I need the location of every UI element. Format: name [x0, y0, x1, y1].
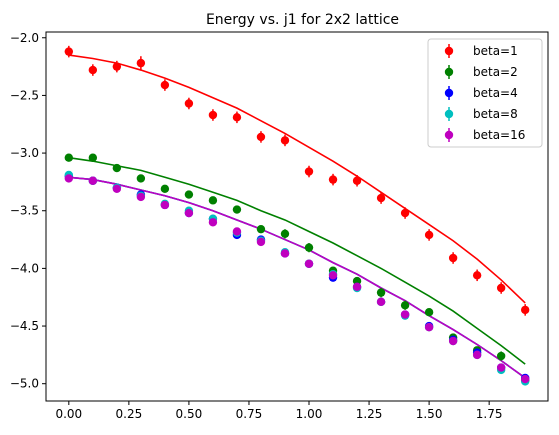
- point-beta-1: [400, 208, 410, 218]
- y-tick-label: −2.5: [10, 88, 39, 102]
- legend-marker: [444, 130, 454, 140]
- point-beta-16: [280, 249, 290, 258]
- data-points: [64, 45, 530, 386]
- point-beta-16: [424, 323, 434, 332]
- fit-line-beta-8: [68, 176, 526, 379]
- y-tick-label: −4.5: [10, 319, 39, 333]
- point-beta-2: [208, 196, 218, 205]
- point-beta-2: [184, 190, 194, 199]
- point-beta-2: [88, 153, 98, 162]
- point-beta-2: [304, 243, 314, 252]
- point-beta-1: [352, 176, 362, 185]
- legend-marker: [444, 67, 454, 77]
- point-beta-1: [232, 113, 242, 122]
- chart-title: Energy vs. j1 for 2x2 lattice: [206, 12, 399, 28]
- point-beta-1: [424, 230, 434, 240]
- point-beta-2: [424, 308, 434, 317]
- fit-line-beta-16: [68, 176, 526, 379]
- legend-label: beta=16: [473, 128, 525, 142]
- legend-label: beta=8: [473, 107, 518, 121]
- x-tick-label: 1.50: [416, 407, 443, 421]
- point-beta-16: [328, 271, 338, 280]
- point-beta-1: [136, 58, 146, 68]
- point-beta-1: [472, 271, 482, 280]
- fit-lines: [68, 54, 526, 379]
- point-beta-2: [256, 224, 266, 234]
- fit-line-beta-1: [68, 54, 526, 304]
- y-tick-label: −2.0: [10, 31, 39, 45]
- point-beta-16: [88, 176, 98, 185]
- point-beta-16: [304, 259, 314, 268]
- fit-line-beta-4: [68, 176, 526, 379]
- y-tick-label: −4.0: [10, 261, 39, 275]
- point-beta-16: [448, 336, 458, 346]
- y-tick-label: −3.0: [10, 146, 39, 160]
- legend-label: beta=2: [473, 65, 518, 79]
- point-beta-2: [160, 184, 170, 194]
- point-beta-2: [64, 153, 74, 162]
- point-beta-1: [64, 47, 74, 56]
- axes: 0.00 0.25 0.50 0.75 1.00 1.25 1.50 1.75 −2.0 −2.5…: [10, 31, 549, 421]
- point-beta-1: [448, 253, 458, 263]
- point-beta-2: [496, 351, 506, 361]
- point-beta-1: [256, 132, 266, 142]
- point-beta-16: [160, 200, 170, 210]
- y-tick-label: −5.0: [10, 377, 39, 391]
- point-beta-2: [280, 229, 290, 238]
- point-beta-16: [232, 227, 242, 236]
- point-beta-16: [256, 237, 266, 247]
- legend: beta=1 beta=2 beta=4 beta=8 beta=16: [427, 38, 543, 148]
- point-beta-2: [136, 174, 146, 183]
- point-beta-2: [232, 205, 242, 214]
- point-beta-1: [304, 167, 314, 176]
- point-beta-1: [208, 110, 218, 120]
- x-tick-label: 0.50: [176, 407, 203, 421]
- point-beta-1: [520, 305, 530, 315]
- point-beta-2: [352, 276, 362, 286]
- legend-box: [427, 38, 543, 148]
- x-tick-label: 1.25: [356, 407, 383, 421]
- legend-label: beta=1: [473, 44, 518, 58]
- point-beta-16: [496, 363, 506, 372]
- legend-marker: [444, 46, 454, 56]
- point-beta-2: [112, 163, 122, 173]
- point-beta-1: [280, 136, 290, 145]
- point-beta-1: [328, 175, 338, 184]
- point-beta-1: [112, 62, 122, 71]
- legend-marker: [444, 88, 454, 98]
- point-beta-16: [472, 350, 482, 360]
- point-beta-16: [184, 208, 194, 218]
- x-tick-label: 0.25: [116, 407, 143, 421]
- plot-frame: [45, 31, 549, 402]
- point-beta-1: [184, 99, 194, 108]
- point-beta-16: [520, 374, 530, 384]
- plot-area: [64, 45, 530, 386]
- x-tick-label: 1.00: [296, 407, 323, 421]
- point-beta-1: [376, 193, 386, 203]
- point-beta-1: [160, 80, 170, 90]
- point-beta-16: [136, 192, 146, 202]
- x-tick-label: 1.75: [476, 407, 503, 421]
- point-beta-16: [208, 218, 218, 227]
- point-beta-16: [376, 297, 386, 307]
- point-beta-1: [88, 65, 98, 75]
- fit-line-beta-2: [68, 156, 526, 365]
- x-tick-label: 0.00: [55, 407, 82, 421]
- legend-marker: [444, 109, 454, 119]
- point-beta-2: [400, 301, 410, 310]
- point-beta-16: [64, 174, 74, 183]
- point-beta-2: [376, 288, 386, 297]
- point-beta-16: [112, 184, 122, 194]
- point-beta-16: [400, 310, 410, 319]
- x-tick-label: 0.75: [236, 407, 263, 421]
- point-beta-1: [496, 283, 506, 293]
- point-beta-16: [352, 282, 362, 292]
- legend-label: beta=4: [473, 86, 518, 100]
- y-tick-label: −3.5: [10, 204, 39, 218]
